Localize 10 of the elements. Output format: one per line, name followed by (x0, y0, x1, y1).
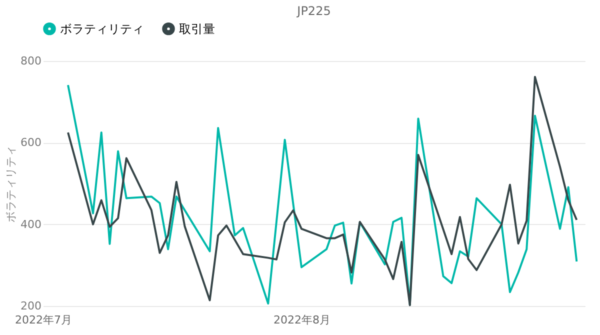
legend-label: ボラティリティ (60, 22, 144, 36)
y-tick-label: 800 (20, 54, 42, 68)
y-tick-label: 400 (20, 218, 42, 231)
legend-label: 取引量 (179, 22, 215, 36)
y-axis-title: ボラティリティ (4, 146, 18, 222)
x-tick-label: 2022年8月 (273, 314, 330, 326)
y-tick-label: 200 (20, 300, 42, 312)
x-tick-label: 2022年7月 (15, 314, 72, 326)
chart-title: JP225 (296, 4, 331, 18)
y-tick-label: 600 (20, 136, 42, 150)
